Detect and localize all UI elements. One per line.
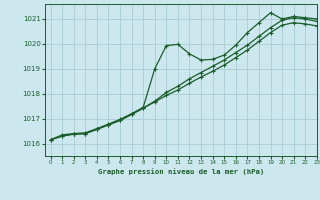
X-axis label: Graphe pression niveau de la mer (hPa): Graphe pression niveau de la mer (hPa) bbox=[98, 168, 264, 175]
